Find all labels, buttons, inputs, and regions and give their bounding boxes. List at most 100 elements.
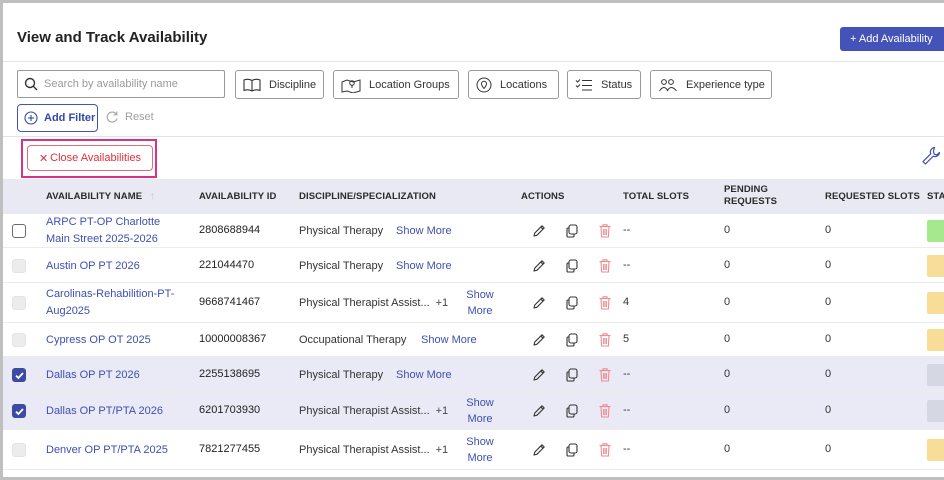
edit-pencil-icon[interactable] (531, 258, 547, 277)
requested-slots: 0 (825, 367, 832, 380)
edit-pencil-icon[interactable] (531, 367, 547, 386)
wrench-icon[interactable] (921, 146, 941, 166)
locations-filter-chip[interactable]: Locations (468, 70, 559, 99)
delete-trash-icon[interactable] (598, 295, 612, 314)
filter-divider (3, 136, 944, 137)
pending-requests: 0 (724, 224, 731, 236)
table-row[interactable]: Dallas OP PT 2026 2255138695 Physical Ther… (3, 357, 944, 392)
copy-icon[interactable] (564, 367, 580, 386)
delete-trash-icon[interactable] (598, 223, 612, 242)
table-row[interactable]: ARPC PT-OP Charlotte Main Street 2025-20… (3, 214, 944, 248)
add-filter-label: Add Filter (44, 112, 96, 124)
locations-filter-label: Locations (500, 78, 548, 91)
availability-name-link[interactable]: Austin OP PT 2026 (46, 259, 140, 272)
discipline-cell: Physical Therapist Assist... +1 (299, 297, 448, 309)
table-row[interactable]: Denver OP PT/PTA 2025 7821277455 Physical … (3, 430, 944, 470)
col-header-actions: ACTIONS (521, 191, 565, 202)
show-more-link[interactable]: Show More (396, 368, 452, 381)
total-slots: -- (623, 443, 631, 455)
requested-slots: 0 (825, 404, 832, 416)
table-row[interactable]: Dallas OP PT/PTA 2026 6201703930 Physical … (3, 392, 944, 430)
edit-pencil-icon[interactable] (531, 403, 547, 422)
discipline-filter-chip[interactable]: Discipline (235, 70, 324, 99)
pending-requests: 0 (724, 367, 731, 380)
show-more-link[interactable]: Show More (466, 289, 494, 317)
copy-icon[interactable] (564, 223, 580, 242)
discipline-text: Physical Therapy (299, 259, 384, 272)
reset-button[interactable]: Reset (105, 110, 154, 124)
availability-name-link[interactable]: ARPC PT-OP Charlotte Main Street 2025-20… (46, 216, 161, 245)
table-row[interactable]: Austin OP PT 2026 221044470 Physical Thera… (3, 248, 944, 283)
col-header-name[interactable]: AVAILABILITY NAME ↑ (46, 191, 155, 202)
row-checkbox[interactable] (12, 367, 26, 382)
delete-trash-icon[interactable] (598, 403, 612, 422)
close-availabilities-highlight (21, 139, 157, 178)
status-badge (927, 363, 944, 386)
row-checkbox[interactable] (12, 443, 26, 457)
availability-name-link[interactable]: Carolinas-Rehabilition-PT-Aug2025 (46, 288, 175, 317)
availability-id: 6201703930 (199, 404, 261, 416)
col-header-id: AVAILABILITY ID (199, 191, 277, 202)
requested-slots: 0 (825, 333, 832, 345)
edit-pencil-icon[interactable] (531, 332, 547, 351)
delete-trash-icon[interactable] (598, 258, 612, 277)
search-box[interactable] (17, 70, 225, 98)
status-filter-chip[interactable]: Status (567, 70, 641, 99)
row-checkbox[interactable] (12, 404, 26, 418)
discipline-extra-count: +1 (435, 297, 449, 309)
delete-trash-icon[interactable] (598, 367, 612, 386)
discipline-cell: Physical Therapy (299, 369, 383, 381)
status-badge (927, 292, 944, 314)
copy-icon[interactable] (564, 442, 580, 461)
table-row[interactable]: Cypress OP OT 2025 10000008367 Occupationa… (3, 323, 944, 357)
reset-icon (106, 111, 118, 123)
pending-requests: 0 (724, 443, 731, 455)
edit-pencil-icon[interactable] (531, 223, 547, 242)
map-pin-icon (476, 77, 492, 92)
show-more-link[interactable]: Show More (396, 259, 452, 272)
copy-icon[interactable] (564, 295, 580, 314)
table-row[interactable]: Carolinas-Rehabilition-PT-Aug2025 9668741… (3, 283, 944, 323)
search-input[interactable] (44, 75, 220, 93)
copy-icon[interactable] (564, 258, 580, 277)
row-checkbox[interactable] (12, 333, 26, 347)
row-checkbox[interactable] (12, 258, 26, 273)
edit-pencil-icon[interactable] (531, 295, 547, 314)
availability-name-link[interactable]: Dallas OP PT 2026 (46, 368, 140, 381)
add-availability-button[interactable]: + Add Availability (840, 27, 944, 51)
discipline-text: Physical Therapy (299, 368, 384, 381)
show-more-link[interactable]: Show More (396, 225, 452, 237)
col-header-discipline: DISCIPLINE/SPECIALIZATION (299, 191, 436, 202)
reset-label: Reset (125, 111, 154, 123)
discipline-extra-count: +1 (435, 405, 449, 417)
users-icon (659, 78, 677, 91)
copy-icon[interactable] (564, 403, 580, 422)
discipline-cell: Occupational Therapy (299, 334, 406, 346)
availability-id: 221044470 (199, 258, 255, 271)
show-more-link[interactable]: Show More (421, 334, 477, 346)
experience-type-filter-chip[interactable]: Experience type (650, 70, 772, 99)
location-groups-filter-chip[interactable]: Location Groups (333, 70, 459, 99)
total-slots: 5 (623, 333, 630, 345)
status-badge (927, 439, 944, 461)
discipline-cell: Physical Therapy (299, 225, 383, 237)
add-filter-button[interactable]: Add Filter (17, 104, 98, 132)
close-availabilities-button[interactable]: ✕ Close Availabilities (27, 145, 153, 171)
page-title: View and Track Availability (17, 29, 208, 46)
row-checkbox[interactable] (12, 224, 26, 238)
copy-icon[interactable] (564, 332, 580, 351)
availability-name-link[interactable]: Cypress OP OT 2025 (46, 334, 151, 346)
row-checkbox[interactable] (12, 296, 26, 310)
availability-name-link[interactable]: Dallas OP PT/PTA 2026 (46, 405, 163, 417)
edit-pencil-icon[interactable] (531, 442, 547, 461)
availability-name-link[interactable]: Denver OP PT/PTA 2025 (46, 444, 168, 456)
delete-trash-icon[interactable] (598, 332, 612, 351)
show-more-link[interactable]: Show More (466, 397, 494, 425)
discipline-cell: Physical Therapist Assist... +1 (299, 444, 448, 456)
total-slots: -- (623, 404, 631, 416)
delete-trash-icon[interactable] (598, 442, 612, 461)
close-availabilities-label: Close Availabilities (50, 152, 142, 164)
availability-id: 9668741467 (199, 296, 261, 308)
show-more-link[interactable]: Show More (466, 436, 494, 464)
